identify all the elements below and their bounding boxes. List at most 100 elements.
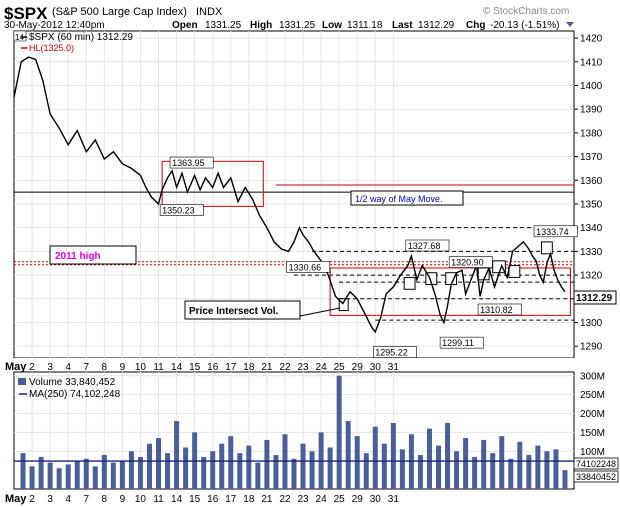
volume-bar	[472, 456, 478, 489]
price-xtick-label: 8	[102, 362, 108, 373]
price-label: 1333.74	[536, 227, 569, 237]
volume-bar	[291, 458, 297, 489]
volume-bar	[101, 455, 107, 489]
volume-xaxis: 2 3 4 7 8 9 10 11 14 15 16 17 18 21 22 23 24 25 29 30 31	[29, 494, 399, 505]
volume-xtick-label: 3	[47, 494, 53, 505]
price-axis: 1290130013101320133013401350136013701380…	[574, 34, 603, 353]
high-label: High	[250, 20, 272, 31]
chevron-down-icon[interactable]	[566, 22, 574, 27]
legend-corner-tag: 14	[15, 33, 24, 42]
price-tick-label: 1300	[580, 318, 603, 329]
price-label-box	[448, 256, 493, 268]
volume-bar	[83, 458, 89, 489]
volume-xtick-label: 2	[29, 494, 35, 505]
volume-xtick-label: 17	[225, 494, 237, 505]
low-label: Low	[322, 20, 342, 31]
volume-xtick-label: 11	[153, 494, 164, 505]
volume-xtick-label: 9	[120, 494, 126, 505]
annot-intersect-pointer	[299, 307, 341, 317]
volume-bar	[300, 443, 306, 489]
exchange: INDX	[196, 6, 223, 18]
price-label: 1363.95	[172, 158, 205, 168]
price-xaxis: 2 3 4 7 8 9 10 11 14 15 16 17 18 21 22 23 24 25 29 30 31	[29, 362, 399, 373]
annot-intersect: Price Intersect Vol.	[189, 306, 279, 317]
volume-bar	[246, 445, 252, 489]
volume-bar	[128, 451, 134, 489]
volume-bar	[562, 470, 568, 489]
annot-intersect-box	[184, 300, 301, 320]
volume-xtick-label: 24	[316, 494, 328, 505]
volume-xtick-label: 30	[370, 494, 382, 505]
price-tick-label: 1380	[580, 128, 603, 139]
price-tick-label: 1400	[580, 81, 603, 92]
price-xtick-label: 15	[189, 362, 201, 373]
volume-bar	[309, 451, 315, 489]
volume-bar	[29, 466, 35, 489]
volume-bar	[255, 462, 261, 489]
volume-bar	[219, 443, 225, 489]
price-label-box	[372, 346, 417, 358]
vol-last-value: 33840452	[576, 472, 616, 482]
small-box	[477, 267, 490, 281]
volume-bar	[526, 455, 532, 489]
volume-xtick-label: 31	[388, 494, 400, 505]
volume-bar	[381, 443, 387, 489]
annot-2011-high: 2011 high	[55, 251, 101, 262]
price-label: 1310.82	[480, 305, 513, 315]
volume-bar	[47, 462, 53, 489]
volume-bar	[454, 451, 460, 489]
volume-bar	[445, 422, 451, 489]
small-box	[508, 265, 521, 278]
volume-bar	[65, 464, 71, 489]
volume-xtick-label: 22	[279, 494, 291, 505]
volume-bar	[264, 439, 270, 489]
datetime: 30-May-2012 12:40pm	[4, 20, 105, 31]
volume-tick-label: 200M	[580, 409, 605, 420]
price-label: 1299.11	[442, 338, 474, 348]
volume-xtick-label: 25	[334, 494, 346, 505]
volume-bar	[201, 456, 207, 489]
price-tick-label: 1360	[580, 176, 603, 187]
volume-xtick-label: 14	[171, 494, 183, 505]
price-label: 1350.23	[162, 205, 195, 215]
volume-bar	[56, 468, 62, 489]
small-box	[445, 272, 458, 286]
price-label: 1330.66	[289, 262, 322, 272]
chg-value: -20.13 (-1.51%)	[490, 20, 559, 31]
price-xtick-label: 21	[261, 362, 273, 373]
last-value: 1312.29	[418, 20, 455, 31]
price-label: 1295.22	[375, 348, 408, 358]
price-xaxis-band	[14, 358, 574, 372]
price-tick-label: 1340	[580, 223, 603, 234]
price-labels: 1363.95 1350.23 1330.66 1327.68 1320.90 1333.…	[159, 156, 578, 358]
last-label: Last	[392, 20, 413, 31]
last-price-box	[573, 290, 617, 305]
price-label-box	[439, 336, 484, 349]
annot-half-way-box	[350, 190, 464, 206]
vol-ma-box	[573, 457, 619, 470]
legend-volume-swatch	[18, 378, 26, 385]
volume-xtick-label: 7	[83, 494, 89, 505]
legend-corner-box	[13, 30, 27, 42]
volume-bar	[436, 445, 442, 489]
volume-xtick-label: 4	[65, 494, 71, 505]
volume-bar	[146, 443, 152, 489]
volume-bar	[363, 453, 369, 489]
volume-bar	[535, 445, 541, 489]
price-xtick-label: 17	[225, 362, 237, 373]
volume-xaxis-month: May	[5, 493, 27, 505]
price-tick-label: 1410	[580, 57, 603, 68]
volume-axis: 100M 150M 200M 250M 300M	[580, 371, 605, 457]
volume-xtick-label: 8	[102, 494, 108, 505]
volume-tick-label: 300M	[580, 371, 605, 382]
open-label: Open	[172, 20, 198, 31]
chg-label: Chg	[466, 20, 485, 31]
price-tick-label: 1350	[580, 199, 603, 210]
price-xtick-label: 2	[29, 362, 35, 373]
volume-bar	[390, 422, 396, 489]
price-xtick-label: 30	[370, 362, 382, 373]
price-label-box	[477, 303, 522, 316]
volume-xtick-label: 10	[135, 494, 147, 505]
annot-half-way: 1/2 way of May Move.	[355, 194, 443, 204]
